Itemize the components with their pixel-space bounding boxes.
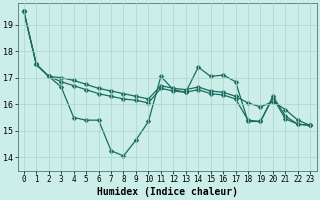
X-axis label: Humidex (Indice chaleur): Humidex (Indice chaleur) — [97, 186, 237, 197]
